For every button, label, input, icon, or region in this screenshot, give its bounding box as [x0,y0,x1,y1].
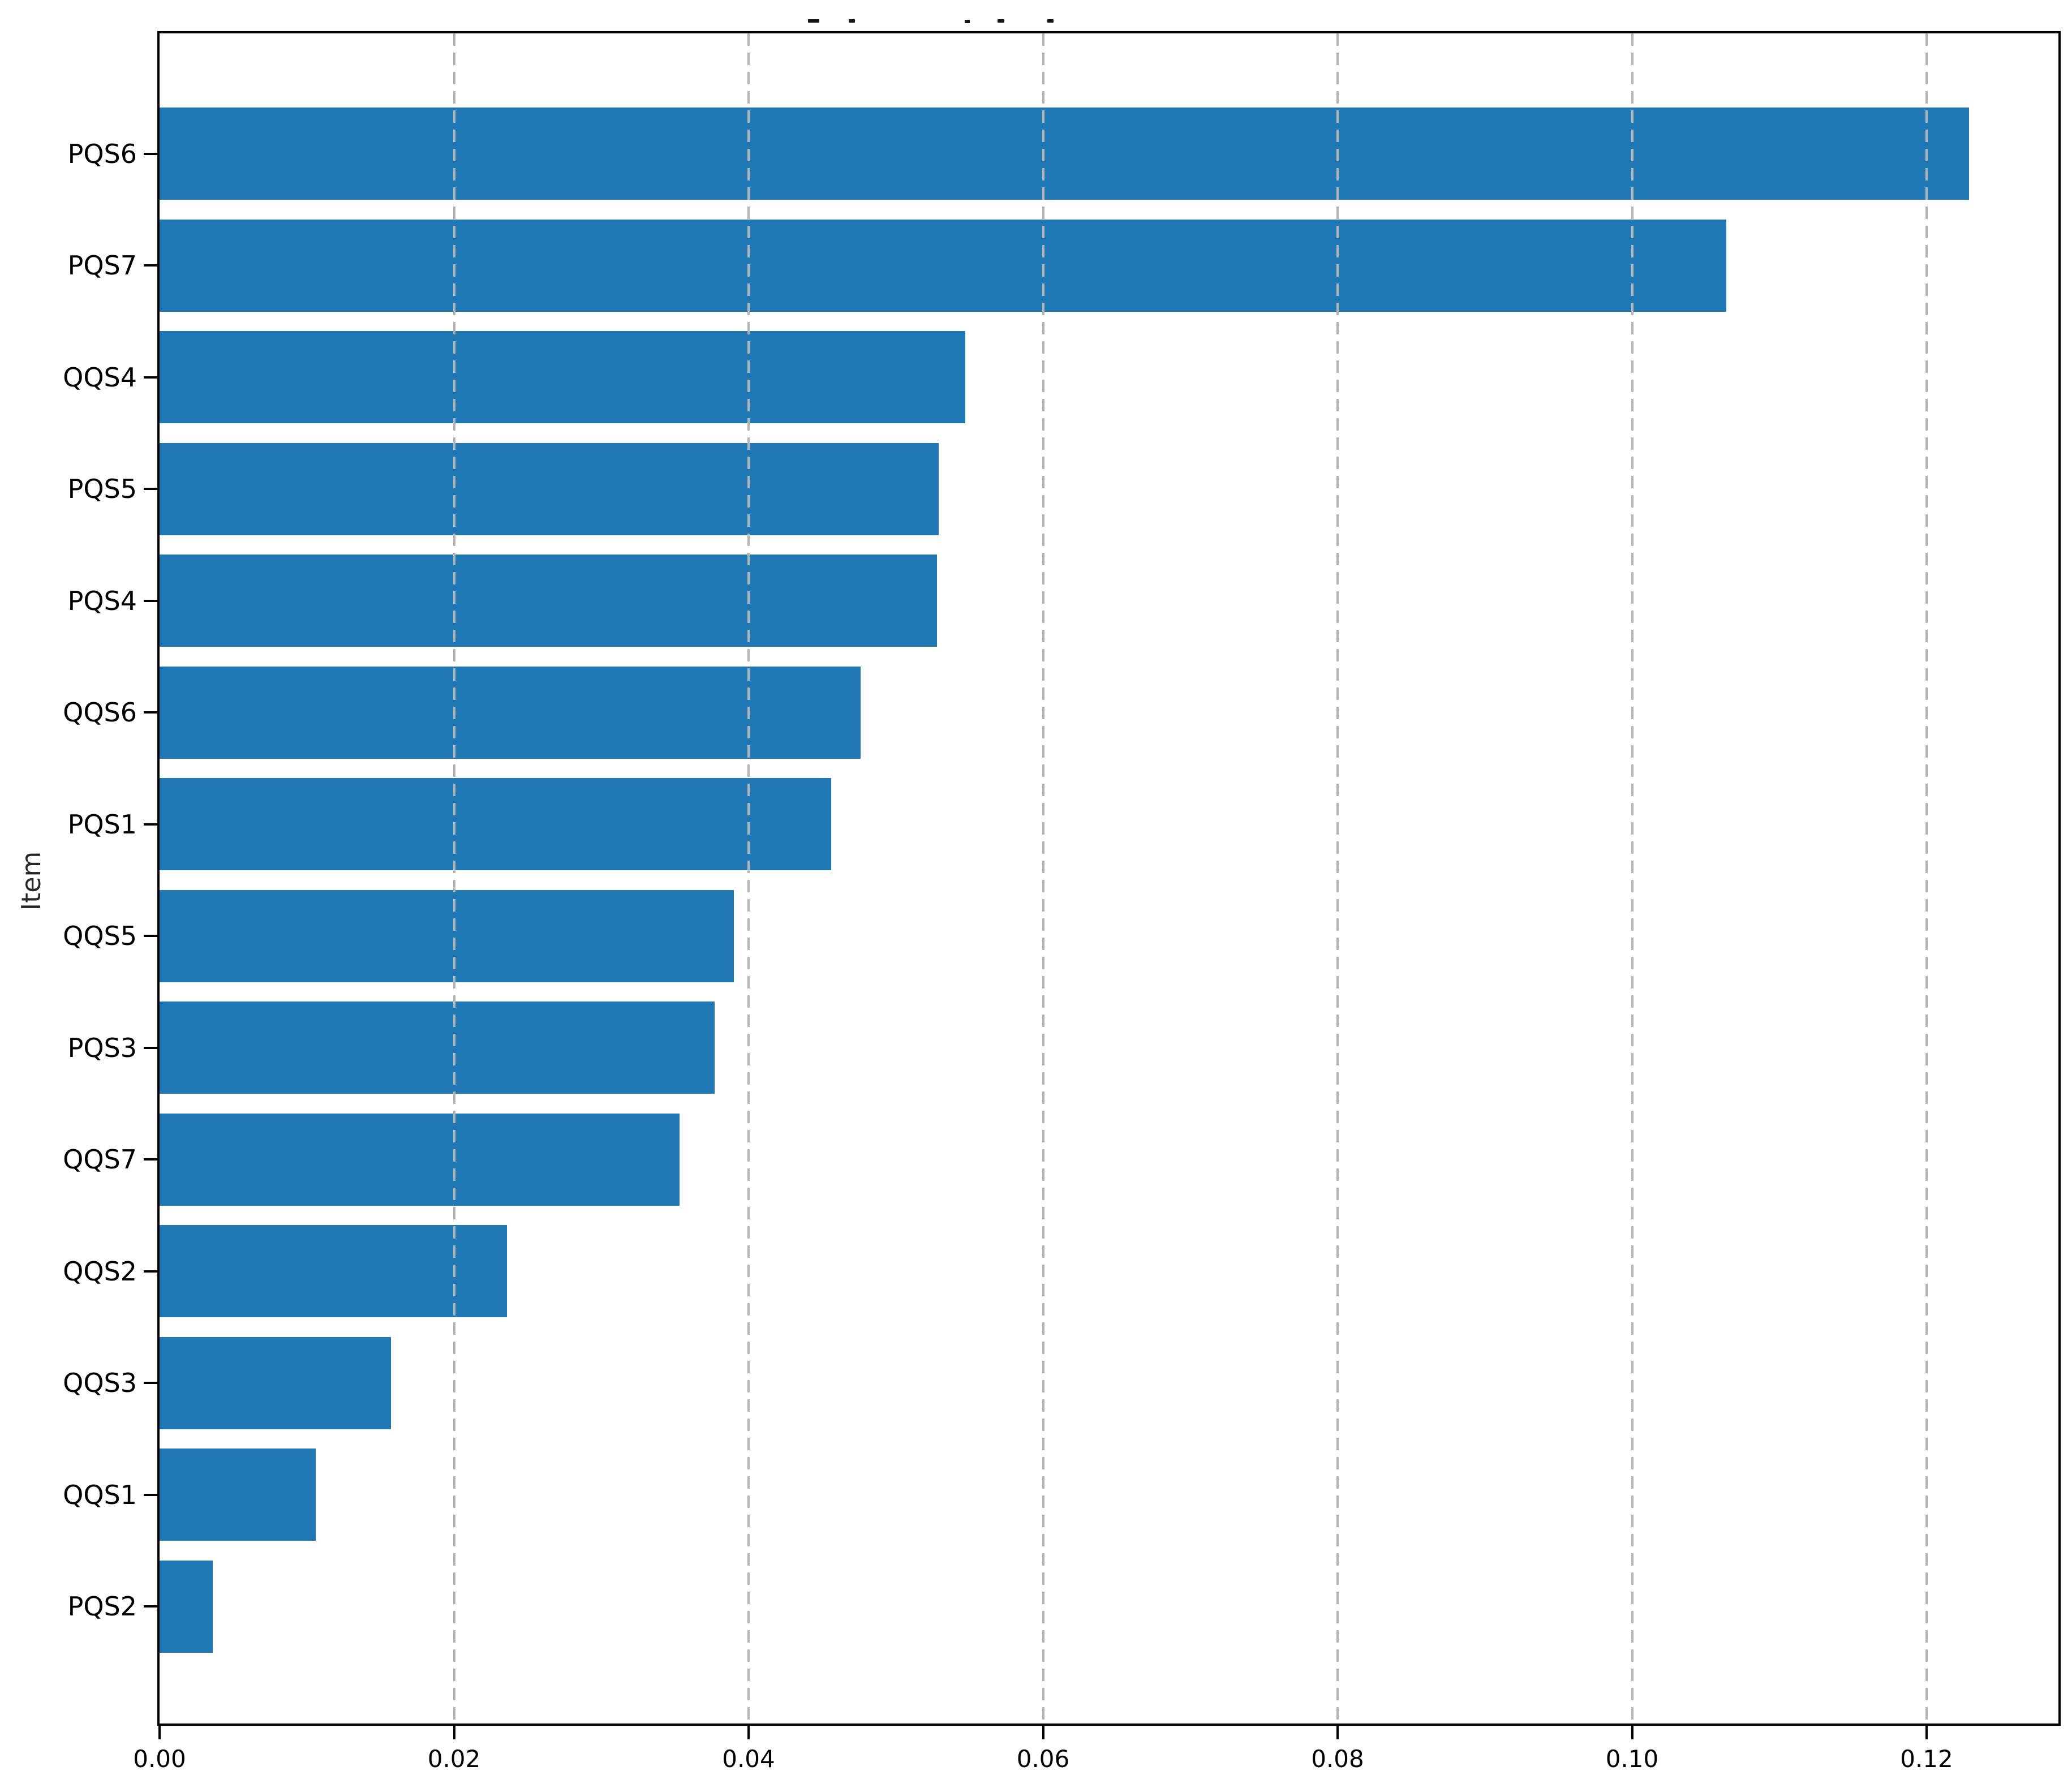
plot-area [157,31,2061,1726]
y-tick-label-qqs5: QQS5 [63,921,137,951]
y-tick-label-qqs4: QQS4 [63,362,137,393]
bar-qqs6 [160,666,861,759]
cropped-title-fragment [998,19,1004,23]
bar-pqs2 [160,1560,213,1653]
y-tick-label-pqs3: PQS3 [67,1032,137,1063]
bar-qqs7 [160,1113,680,1206]
bar-qqs4 [160,331,965,423]
bar-pqs3 [160,1002,715,1094]
x-tick-mark [747,1726,750,1739]
x-tick-mark [1925,1726,1928,1739]
y-tick-mark [144,264,157,267]
x-gridline [1336,33,1339,1723]
x-tick-label: 0.06 [1016,1745,1070,1773]
y-tick-label-qqs1: QQS1 [63,1479,137,1510]
cropped-title-fragment [965,20,970,23]
bar-qqs2 [160,1225,507,1317]
y-tick-label-pqs2: PQS2 [67,1591,137,1622]
x-gridline [1042,33,1044,1723]
x-tick-label: 0.10 [1605,1745,1659,1773]
y-tick-label-pqs6: PQS6 [67,138,137,169]
x-tick-mark [1631,1726,1633,1739]
y-tick-label-pqs1: PQS1 [67,809,137,840]
y-tick-label-pqs5: PQS5 [67,474,137,504]
y-tick-mark [144,1382,157,1384]
bar-pqs7 [160,219,1726,312]
y-tick-mark [144,488,157,490]
x-tick-mark [1042,1726,1044,1739]
y-tick-label-pqs4: PQS4 [67,585,137,616]
y-tick-mark [144,599,157,602]
bar-qqs5 [160,889,734,982]
y-tick-label-qqs3: QQS3 [63,1368,137,1398]
y-tick-label-pqs7: PQS7 [67,250,137,281]
x-tick-label: 0.04 [722,1745,775,1773]
y-tick-label-qqs6: QQS6 [63,697,137,728]
y-tick-mark [144,1158,157,1161]
cropped-title-fragment [849,19,855,23]
cropped-title-fragment [1047,19,1054,23]
bar-pqs5 [160,442,939,535]
y-tick-mark [144,1046,157,1049]
y-tick-mark [144,152,157,155]
y-tick-mark [144,1270,157,1273]
bar-qqs1 [160,1449,316,1541]
bar-pqs1 [160,778,831,870]
y-tick-mark [144,935,157,937]
x-tick-label: 0.02 [427,1745,481,1773]
y-tick-mark [144,711,157,714]
x-gridline [453,33,455,1723]
bar-pqs4 [160,555,937,647]
bar-pqs6 [160,108,1969,200]
x-gridline [747,33,750,1723]
y-tick-mark [144,823,157,826]
x-tick-label: 0.00 [133,1745,186,1773]
y-tick-mark [144,1605,157,1608]
x-tick-mark [1336,1726,1339,1739]
y-tick-label-qqs7: QQS7 [63,1144,137,1175]
y-tick-mark [144,376,157,379]
x-gridline [1631,33,1633,1723]
x-gridline [1925,33,1928,1723]
x-tick-label: 0.12 [1900,1745,1953,1773]
x-tick-mark [453,1726,455,1739]
y-tick-label-qqs2: QQS2 [63,1256,137,1287]
bar-qqs3 [160,1336,391,1429]
x-tick-label: 0.08 [1311,1745,1364,1773]
y-tick-mark [144,1493,157,1496]
cropped-title-fragment [808,19,819,23]
x-tick-mark [158,1726,161,1739]
